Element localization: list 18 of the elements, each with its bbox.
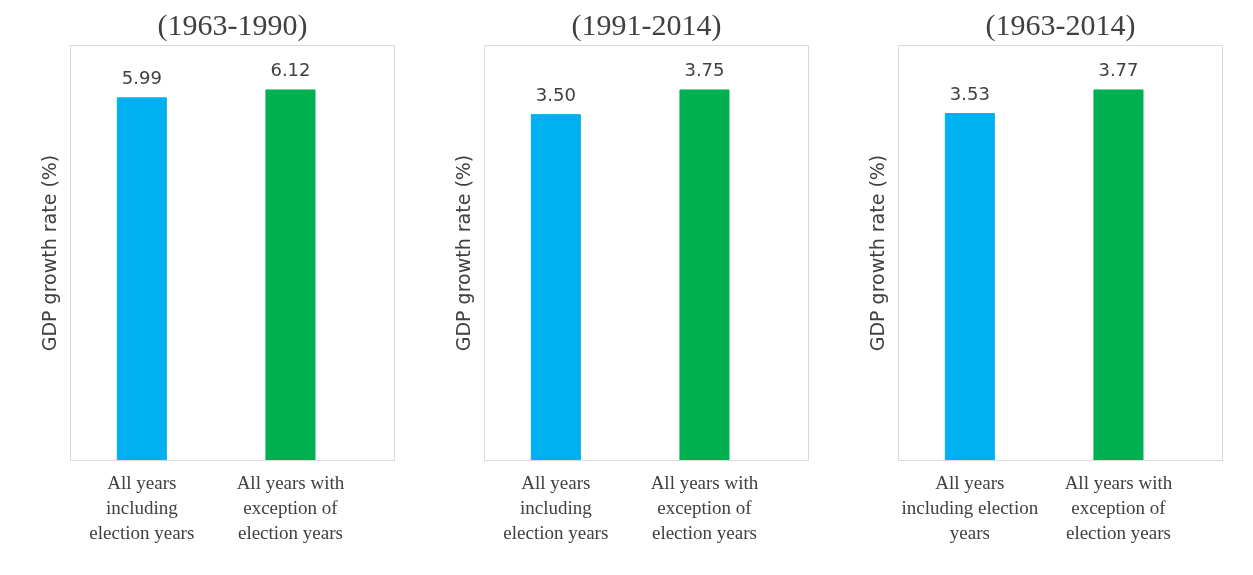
x-tick-label: All years with exception of election years — [650, 471, 759, 543]
x-tick-label: All years with exception of election years — [236, 471, 345, 543]
chart-title: (1991-2014) — [571, 7, 722, 42]
y-axis-title: GDP growth rate (%) — [451, 154, 474, 352]
data-label: 5.99 — [121, 66, 162, 88]
data-label: 3.53 — [949, 82, 990, 104]
x-tick-label: All years including election years — [89, 471, 195, 543]
data-label: 3.50 — [535, 83, 576, 105]
chart-title: (1963-2014) — [985, 7, 1136, 42]
x-tick-label: All years including election years — [901, 471, 1039, 543]
y-axis-title: GDP growth rate (%) — [37, 154, 60, 352]
data-label: 3.75 — [684, 58, 725, 80]
x-tick-label: All years including election years — [503, 471, 609, 543]
x-tick-label: All years with exception of election years — [1064, 471, 1173, 543]
data-label: 6.12 — [270, 58, 311, 80]
chart-title: (1963-1990) — [157, 7, 308, 42]
data-label: 3.77 — [1098, 58, 1139, 80]
y-axis-title: GDP growth rate (%) — [865, 154, 888, 352]
